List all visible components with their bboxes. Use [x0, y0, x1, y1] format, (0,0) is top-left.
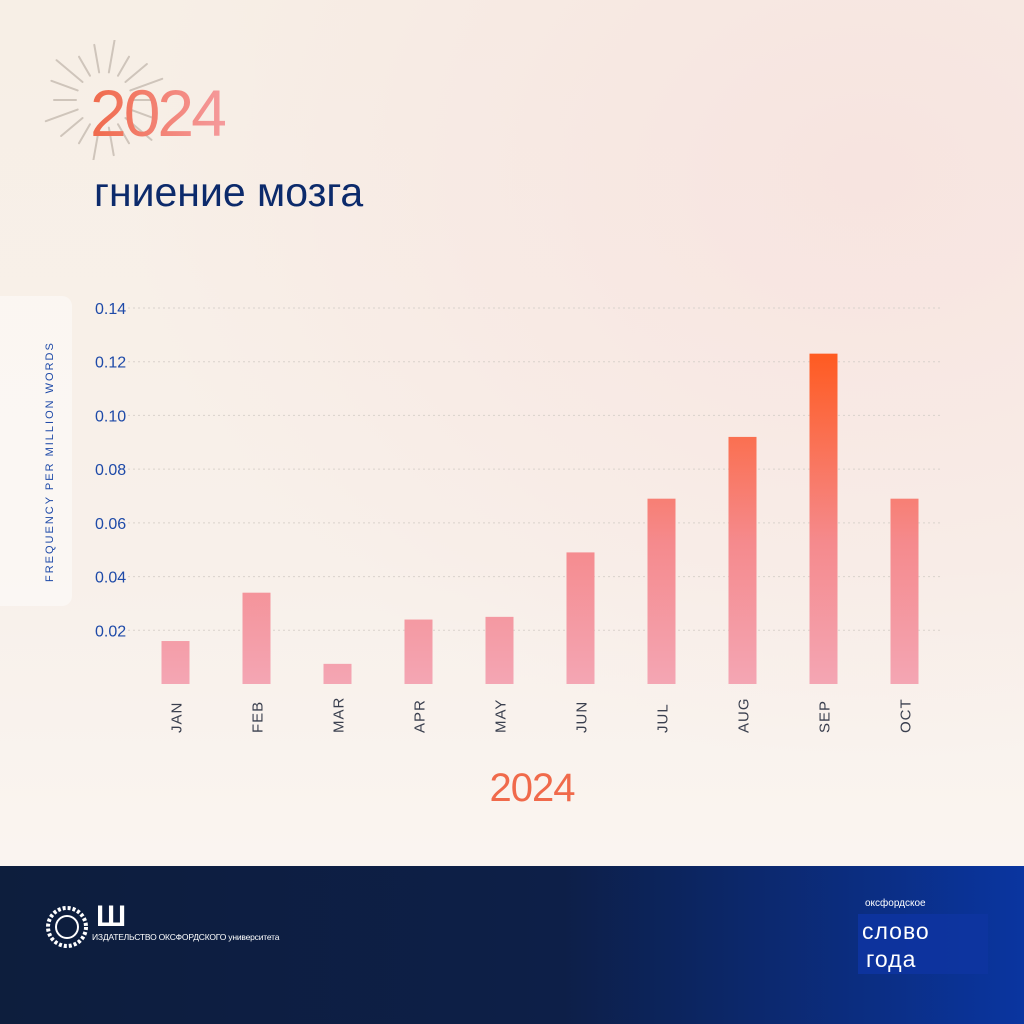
x-axis-title: 2024	[489, 766, 576, 810]
bar-jun	[566, 552, 595, 684]
bar-sep	[809, 353, 838, 684]
y-tick-label: 0.12	[95, 355, 126, 372]
y-axis-panel	[0, 296, 72, 606]
bar-may	[485, 616, 514, 684]
burst-ray	[78, 123, 91, 145]
burst-ray	[55, 59, 84, 84]
burst-ray	[92, 126, 101, 160]
burst-ray	[124, 63, 148, 84]
x-tick-label: JUN	[574, 701, 591, 733]
bar-apr	[404, 619, 433, 684]
burst-ray	[93, 43, 101, 74]
burst-ray	[107, 40, 116, 74]
y-axis-label: FREQUENCY PER MILLION WORDS	[44, 341, 56, 582]
burst-ray	[124, 116, 153, 141]
footer: Ш ИЗДАТЕЛЬСТВО ОКСФОРДСКОГО университета…	[0, 866, 1024, 1024]
burst-ray	[117, 55, 130, 77]
y-tick-label: 0.08	[95, 462, 126, 479]
publisher-logo-mark: Ш	[96, 900, 127, 933]
oup-logo-icon	[46, 906, 88, 948]
x-tick-label: MAY	[493, 699, 510, 733]
burst-ray	[117, 123, 130, 145]
burst-ray	[78, 55, 91, 77]
headline-year: 2024	[90, 76, 228, 150]
bar-oct	[890, 498, 919, 684]
burst-ray	[107, 126, 115, 157]
burst-ray	[44, 108, 79, 123]
x-tick-label: AUG	[736, 697, 753, 733]
woty-title-line2: года	[866, 946, 917, 972]
y-tick-label: 0.14	[95, 301, 126, 318]
x-tick-label: JUL	[655, 703, 672, 733]
woty-caption: оксфордское	[865, 898, 926, 909]
y-tick-label: 0.04	[95, 570, 126, 587]
burst-icon	[44, 40, 164, 160]
x-tick-label: JAN	[169, 702, 186, 733]
x-tick-label: MAR	[331, 697, 348, 733]
woty-card	[858, 914, 988, 974]
bar-jan	[161, 641, 190, 684]
woty-title-line1: слово	[862, 918, 930, 944]
burst-ray	[60, 116, 84, 137]
bar-chart: 0.02 0.04 0.06 0.08 0.10 0.12 0.14 JAN FEB MAR AP…	[44, 301, 940, 733]
bar-jul	[647, 498, 676, 684]
y-tick-label: 0.06	[95, 516, 126, 533]
bar-mar	[323, 663, 352, 684]
x-tick-label: APR	[412, 699, 429, 733]
y-tick-label: 0.10	[95, 408, 126, 425]
burst-ray	[129, 77, 164, 92]
x-tick-label: SEP	[817, 700, 834, 733]
x-tick-label: FEB	[250, 701, 267, 733]
headline-word: гниение мозга	[94, 169, 364, 215]
publisher-name: ИЗДАТЕЛЬСТВО ОКСФОРДСКОГО университета	[92, 932, 280, 942]
bar-aug	[728, 436, 757, 684]
burst-ray	[129, 108, 158, 121]
x-tick-label: OCT	[898, 698, 915, 733]
y-tick-label: 0.02	[95, 623, 126, 640]
bar-feb	[242, 592, 271, 684]
burst-ray	[50, 79, 79, 92]
